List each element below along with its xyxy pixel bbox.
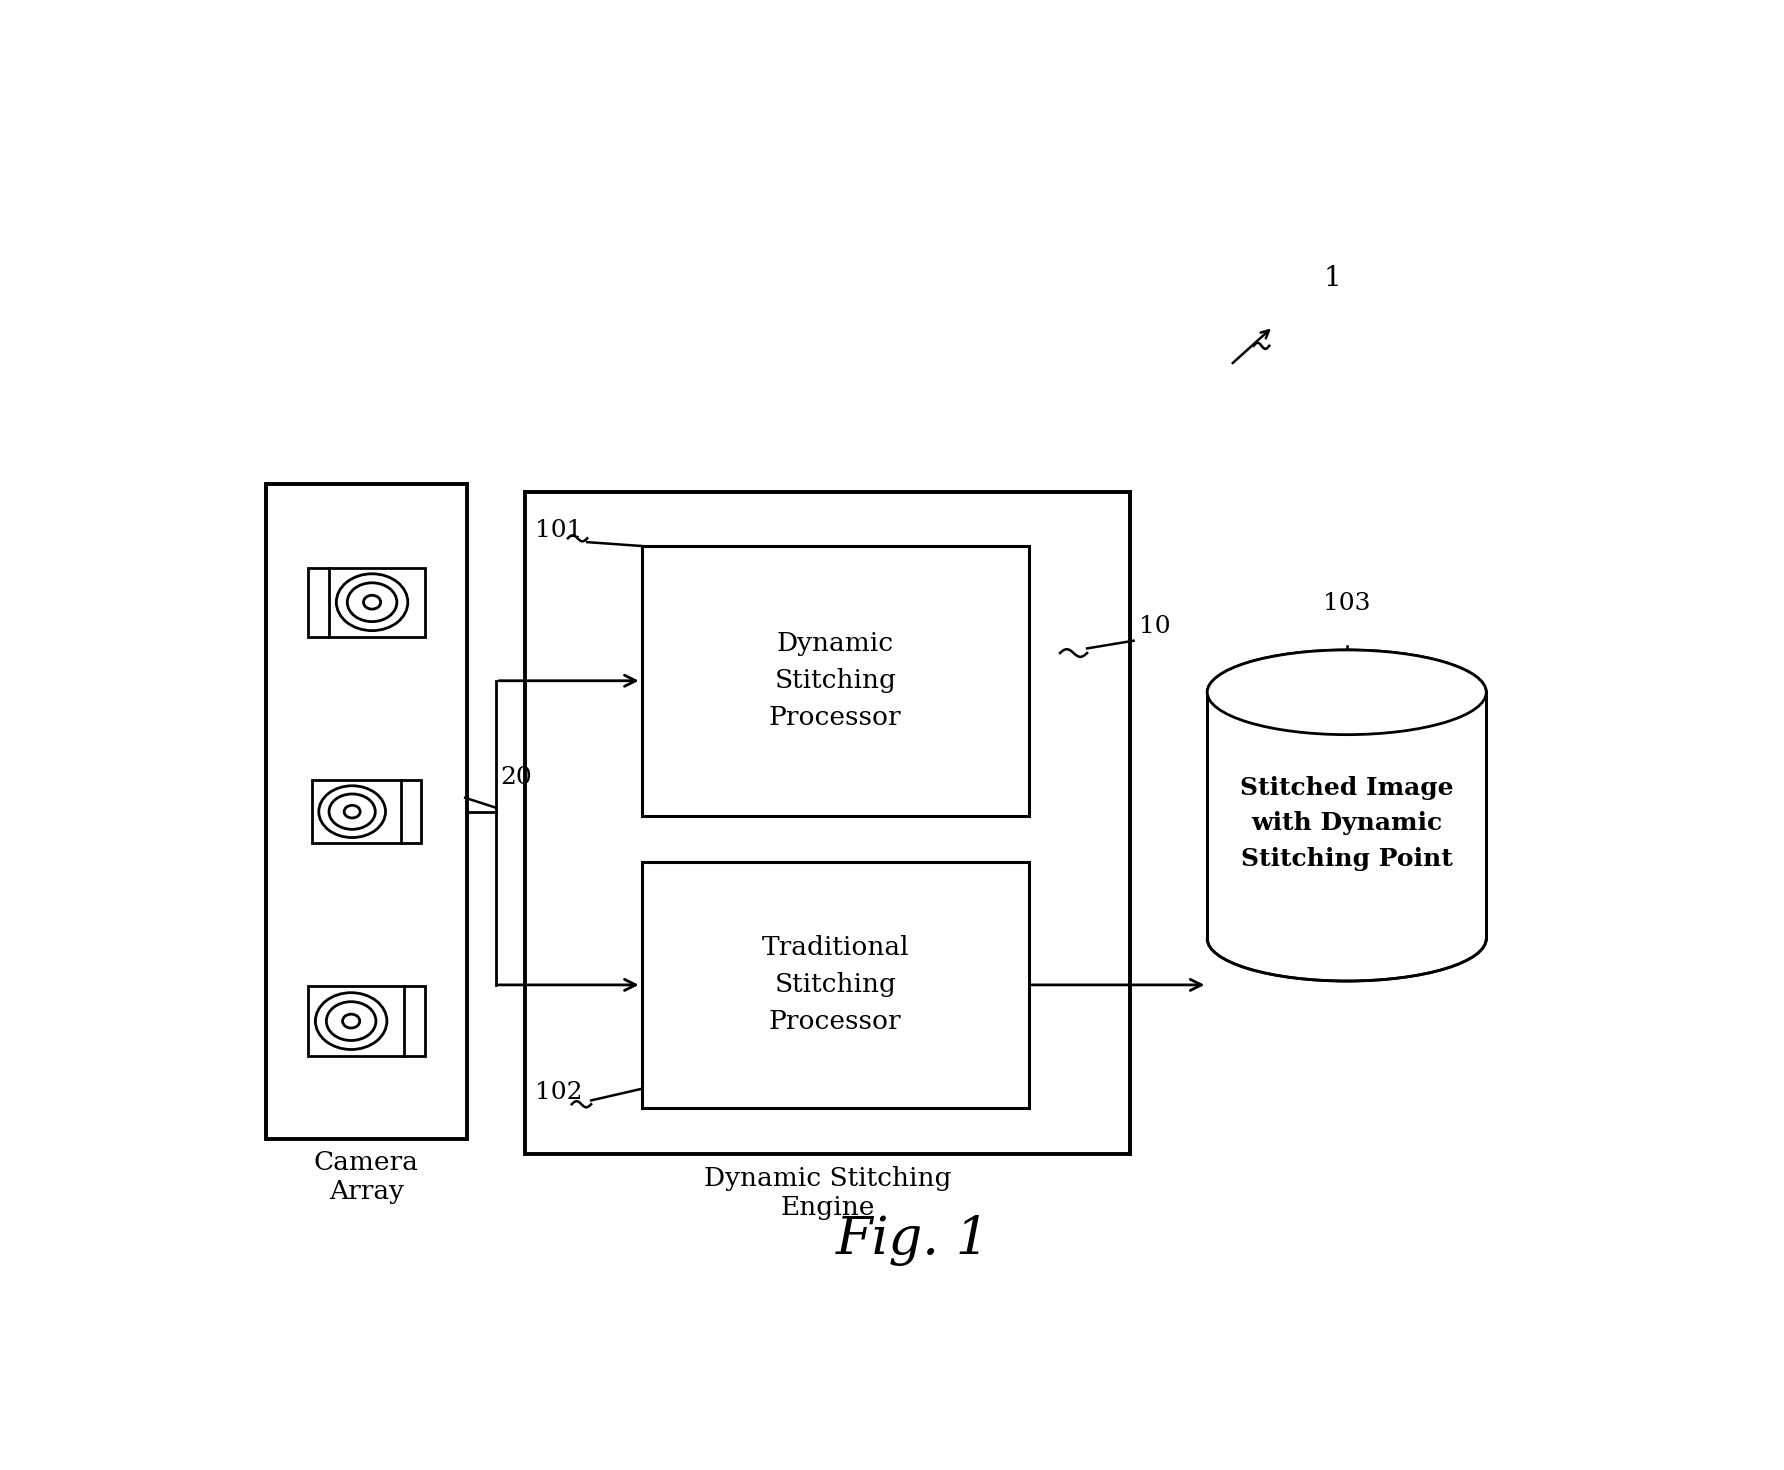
Text: Dynamic
Stitching
Processor: Dynamic Stitching Processor [769, 631, 901, 731]
Ellipse shape [364, 595, 380, 609]
Text: 1: 1 [1324, 265, 1342, 293]
Ellipse shape [1208, 650, 1486, 735]
Ellipse shape [319, 786, 385, 838]
Text: 103: 103 [1324, 592, 1370, 616]
Ellipse shape [1208, 650, 1486, 735]
Text: 20: 20 [500, 766, 532, 788]
Text: 10: 10 [1138, 616, 1170, 638]
Bar [642, 861, 1029, 1108]
Ellipse shape [326, 1001, 376, 1041]
Bar [309, 986, 425, 1055]
Text: Traditional
Stitching
Processor: Traditional Stitching Processor [762, 935, 910, 1035]
Text: 102: 102 [535, 1082, 582, 1104]
Bar [266, 485, 467, 1139]
Ellipse shape [343, 1014, 360, 1028]
Bar [312, 781, 421, 844]
Ellipse shape [337, 573, 409, 631]
Bar [309, 567, 425, 637]
Ellipse shape [316, 992, 387, 1050]
Ellipse shape [348, 582, 396, 622]
Bar [642, 545, 1029, 816]
Text: Dynamic Stitching
Engine: Dynamic Stitching Engine [703, 1166, 951, 1220]
Bar [1208, 692, 1486, 939]
Ellipse shape [328, 794, 375, 829]
Text: Camera
Array: Camera Array [314, 1151, 419, 1204]
Text: Fig. 1: Fig. 1 [835, 1214, 990, 1266]
Ellipse shape [344, 806, 360, 817]
Text: 101: 101 [535, 519, 582, 542]
Text: Stitched Image
with Dynamic
Stitching Point: Stitched Image with Dynamic Stitching Po… [1240, 776, 1454, 870]
Bar [524, 492, 1129, 1154]
